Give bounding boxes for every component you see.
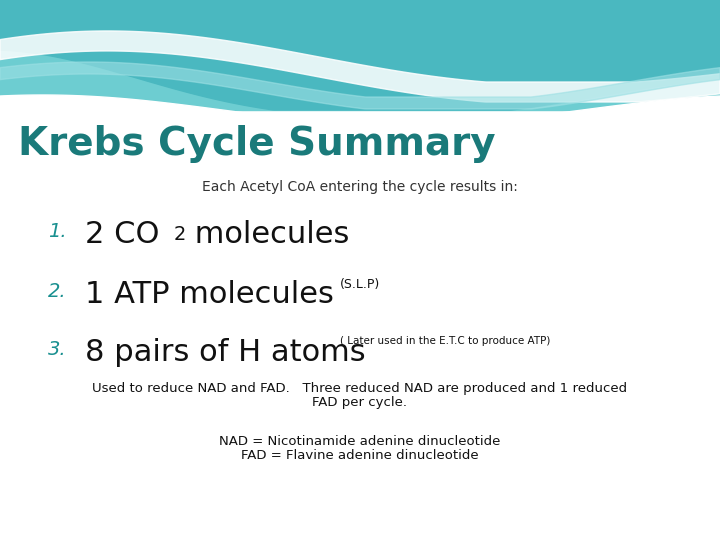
Text: molecules: molecules — [185, 220, 349, 249]
Text: 3.: 3. — [48, 340, 67, 359]
Text: ( Later used in the E.T.C to produce ATP): ( Later used in the E.T.C to produce ATP… — [340, 336, 550, 346]
Text: 8 pairs of H atoms: 8 pairs of H atoms — [85, 338, 366, 367]
Text: FAD per cycle.: FAD per cycle. — [312, 396, 408, 409]
Text: 2: 2 — [174, 225, 186, 244]
Text: NAD = Nicotinamide adenine dinucleotide: NAD = Nicotinamide adenine dinucleotide — [220, 435, 500, 448]
Text: (S.L.P): (S.L.P) — [340, 278, 380, 291]
Text: 2.: 2. — [48, 282, 67, 301]
Text: FAD = Flavine adenine dinucleotide: FAD = Flavine adenine dinucleotide — [241, 449, 479, 462]
Text: Krebs Cycle Summary: Krebs Cycle Summary — [18, 125, 495, 163]
Text: Used to reduce NAD and FAD.   Three reduced NAD are produced and 1 reduced: Used to reduce NAD and FAD. Three reduce… — [92, 382, 628, 395]
Text: 2 CO: 2 CO — [85, 220, 160, 249]
Text: 1 ATP molecules: 1 ATP molecules — [85, 280, 334, 309]
Text: Each Acetyl CoA entering the cycle results in:: Each Acetyl CoA entering the cycle resul… — [202, 180, 518, 194]
Text: 1.: 1. — [48, 222, 67, 241]
